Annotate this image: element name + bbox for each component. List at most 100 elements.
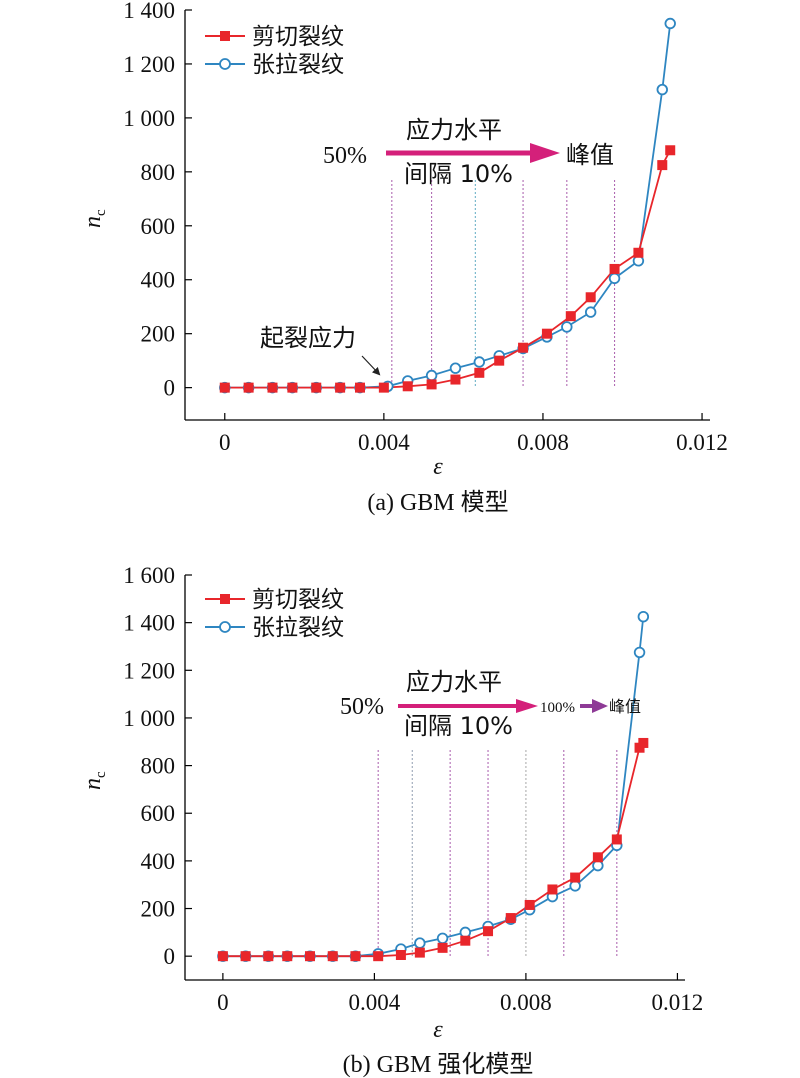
b-ylabel: nc [80, 771, 109, 790]
b-y-tick-label: 200 [141, 897, 176, 922]
b-shear-point [483, 926, 494, 937]
a-y-tick-label: 1 000 [123, 106, 175, 131]
b-shear-line [222, 742, 644, 958]
b-shear-point [240, 951, 251, 962]
a-shear-point [355, 382, 365, 393]
a-y-tick-label: 400 [141, 268, 176, 293]
b-x-tick-label: 0.012 [652, 990, 704, 1015]
a-y-tick-label: 600 [141, 214, 176, 239]
a-x-tick-label: 0.012 [676, 430, 728, 455]
a-legend-tension-marker [219, 58, 231, 70]
a-legend-tension-label: 张拉裂纹 [252, 52, 344, 78]
b-series [217, 610, 650, 962]
a-y-tick-label: 1 400 [123, 0, 175, 23]
a-annot-start: 50% [323, 143, 367, 169]
a-shear-point [518, 342, 529, 353]
b-x-tick-label: 0.004 [349, 990, 401, 1015]
a-x-tick-label: 0 [219, 430, 231, 455]
b-xlabel: ε [433, 1017, 443, 1043]
b-legend-tension-marker [219, 621, 231, 633]
b-axes: 0 200 400 600 800 1 000 1 200 1 400 1 600 0 0.004 0… [123, 563, 703, 1015]
b-legend-tension-label: 张拉裂纹 [252, 615, 344, 641]
a-tension-point [473, 356, 486, 368]
a-legend: 剪切裂纹 张拉裂纹 [205, 24, 344, 78]
b-shear-point [592, 852, 603, 863]
a-shear-point [609, 263, 620, 274]
b-shear-point [373, 951, 384, 962]
a-tension-point [664, 17, 676, 30]
b-x-tick-label: 0.008 [500, 990, 552, 1015]
b-annot-end: 峰值 [609, 697, 641, 716]
b-annot-start: 50% [340, 694, 384, 720]
b-annot-arrow-bottom: 间隔 10% [404, 712, 513, 740]
b-peak-arrow-head [592, 699, 608, 713]
b-shear-point [327, 951, 338, 962]
chart-a: 0 200 400 600 800 1 000 1 200 1 400 0 0.004 0.008 0… [80, 0, 728, 516]
a-shear-point [494, 355, 505, 366]
b-legend: 剪切裂纹 张拉裂纹 [205, 587, 344, 641]
a-shear-point [311, 382, 322, 393]
a-x-tick-label: 0.004 [358, 430, 410, 455]
b-x-tick-label: 0 [217, 990, 229, 1015]
b-shear-point [638, 737, 649, 748]
a-x-tick-label: 0.008 [517, 430, 569, 455]
a-series [219, 17, 676, 394]
b-shear-point [350, 951, 361, 962]
a-shear-point [378, 382, 389, 393]
b-y-tick-label: 0 [164, 944, 176, 969]
b-tension-point [637, 610, 650, 623]
b-shear-point [263, 951, 274, 962]
b-tension-point [633, 646, 646, 659]
a-xlabel: ε [433, 454, 443, 480]
a-tension-point [561, 321, 573, 333]
a-caption: (a) GBM 模型 [367, 489, 508, 516]
a-tension-point [656, 83, 668, 96]
a-annot-end: 峰值 [566, 141, 614, 169]
a-shear-point [450, 374, 461, 385]
a-shear-point [402, 381, 413, 392]
chart-b: 0 200 400 600 800 1 000 1 200 1 400 1 600 0 0.004 0… [80, 563, 703, 1078]
a-y-tick-label: 200 [141, 322, 176, 347]
a-stress-arrow-head [530, 143, 560, 163]
a-y-tick-label: 800 [141, 160, 176, 185]
a-ylabel: nc [80, 209, 109, 228]
b-y-tick-label: 1 000 [123, 706, 175, 731]
b-y-tick-label: 1 200 [123, 658, 175, 683]
b-annot-arrow-top: 应力水平 [406, 668, 502, 696]
b-legend-shear-label: 剪切裂纹 [252, 587, 344, 613]
b-y-tick-label: 400 [141, 849, 176, 874]
a-tension-point [584, 306, 597, 318]
a-shear-point [335, 382, 346, 393]
b-annot-mid: 100% [540, 700, 575, 716]
b-y-tick-label: 600 [141, 801, 176, 826]
b-shear-point [505, 913, 516, 924]
a-shear-point [565, 311, 576, 322]
a-shear-point [287, 382, 298, 393]
a-legend-shear-label: 剪切裂纹 [252, 24, 344, 50]
a-tension-point [449, 362, 462, 374]
a-shear-point [633, 247, 644, 258]
a-tension-point [425, 369, 438, 382]
a-shear-point [657, 160, 668, 171]
b-shear-point [305, 951, 315, 962]
a-shear-point [541, 328, 552, 339]
b-tension-point [436, 932, 449, 945]
b-shear-point [395, 949, 406, 960]
b-stress-arrow-head [516, 699, 538, 713]
b-shear-point [611, 834, 622, 845]
a-shear-point [426, 379, 437, 390]
b-legend-shear-marker [220, 594, 230, 604]
a-shear-point [474, 367, 485, 378]
b-caption: (b) GBM 强化模型 [343, 1051, 534, 1078]
b-shear-point [282, 951, 293, 962]
a-axes: 0 200 400 600 800 1 000 1 200 1 400 0 0.004 0.008 0… [123, 0, 728, 455]
a-crack-init-arrow [361, 355, 381, 376]
a-annot-arrow-bottom: 间隔 10% [404, 160, 513, 188]
a-legend-shear-marker [220, 31, 230, 41]
a-tension-point [608, 272, 621, 285]
b-y-tick-label: 1 400 [123, 611, 175, 636]
a-shear-point [585, 292, 596, 303]
a-shear-point [243, 382, 254, 393]
a-shear-point [665, 145, 676, 156]
